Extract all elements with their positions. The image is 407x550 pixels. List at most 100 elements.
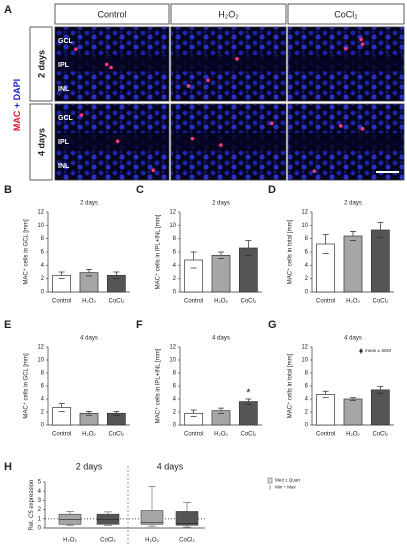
bar [238,247,258,293]
box [58,513,82,525]
panel-label: E [4,319,11,331]
y-tick-label: 10 [301,358,308,364]
column-header-box [170,3,287,25]
y-tick-label: 2 [38,507,42,513]
y-tick-label: 8 [305,371,309,377]
x-tick-label: CoCl₂ [108,432,124,438]
x-tick-label: H₂O₂ [346,299,360,305]
y-tick-label: 0 [305,290,309,296]
annotation: * [246,387,251,399]
x-tick-label: H₂O₂ [82,299,96,305]
y-tick-label: 6 [305,384,309,390]
y-axis-label: MAC⁺ cells in total [mm] [287,219,294,284]
x-tick-label: CoCl₂ [108,299,124,305]
x-tick-label: Control [316,432,335,438]
mac-cell [360,127,365,131]
y-tick-label: 0 [41,290,45,296]
mac-cell [115,139,120,144]
y-tick-label: 4 [38,489,42,495]
ipl-band [56,132,168,150]
y-tick-label: 12 [169,345,176,351]
bar [184,412,204,426]
y-tick-label: 12 [37,345,44,351]
y-axis-label: Rel. C5 expression [29,480,35,531]
layer-label: IPL [58,139,70,146]
y-tick-label: 10 [301,223,308,229]
mac-cell [104,62,109,67]
x-tick-label: CoCl₂ [372,299,388,305]
y-tick-label: 4 [305,397,309,403]
stain-dapi: + DAPI [12,79,22,108]
ipl-band [172,55,285,72]
chart-title: 2 days [80,201,98,207]
bar [316,243,336,293]
chart-title: 4 days [80,336,98,342]
y-tick-label: 6 [305,250,309,256]
column-header-box [54,3,170,25]
panel-label: A [4,4,12,16]
y-tick-label: 5 [38,480,42,486]
mac-cell [206,78,210,83]
row-label: 2 days [36,50,46,78]
row-label-box [29,103,53,181]
mac-cell [360,42,365,46]
y-axis-label: MAC⁺ cells in GCL [mm] [23,353,30,419]
bar [370,229,390,293]
bar [211,410,231,426]
y-tick-label: 6 [41,250,45,256]
panel-label: H [4,461,12,473]
y-tick-label: 2 [41,410,45,416]
mac-cell [338,124,343,128]
bar [52,407,72,426]
y-tick-label: 2 [305,276,309,282]
column-header: Control [97,9,126,19]
mac-cell [219,143,223,147]
ipl-band [289,55,403,72]
row-label-box [29,26,53,102]
y-tick-label: 8 [173,236,177,242]
y-tick-label: 4 [173,397,177,403]
y-tick-label: 0 [173,290,177,296]
y-tick-label: 10 [37,223,44,229]
y-tick-label: 12 [37,210,44,216]
bar [211,254,231,293]
bar [79,412,99,426]
panel-label: D [268,184,276,196]
ipl-band [289,132,403,150]
y-tick-label: 10 [37,358,44,364]
x-tick-label: Control [184,299,203,305]
legend-label: Med ± Quart [275,478,301,483]
stain-label: MAC + DAPI [12,79,22,131]
mac-cell [151,168,156,172]
y-tick-label: 0 [41,423,45,429]
chart-title: 4 days [212,336,230,342]
legend-icon [267,477,273,484]
column-header: CoCl₂ [334,9,358,19]
y-tick-label: 6 [173,384,177,390]
y-tick-label: 1 [38,516,42,522]
group-title: 4 days [157,461,184,471]
y-tick-label: 4 [173,263,177,269]
panel-label: B [4,184,12,196]
bar [79,272,99,293]
y-tick-label: 12 [301,210,308,216]
mac-cell [186,84,191,88]
layer-label: GCL [58,38,74,45]
y-tick-label: 2 [41,276,45,282]
x-tick-label: CoCl₂ [240,432,256,438]
bar [370,389,390,426]
layer-label: GCL [58,115,74,122]
mac-cell [269,121,274,126]
mac-cell [235,57,239,61]
y-tick-label: 4 [41,397,45,403]
x-tick-label: CoCl₂ [372,432,388,438]
panel-label: C [136,184,144,196]
y-axis-label-part: C5 [29,510,35,518]
box [175,511,199,526]
group-title: 2 days [76,461,103,471]
x-tick-label: H₂O₂ [82,432,96,438]
y-tick-label: 2 [173,410,177,416]
bar [343,398,363,426]
y-tick-label: 2 [173,276,177,282]
